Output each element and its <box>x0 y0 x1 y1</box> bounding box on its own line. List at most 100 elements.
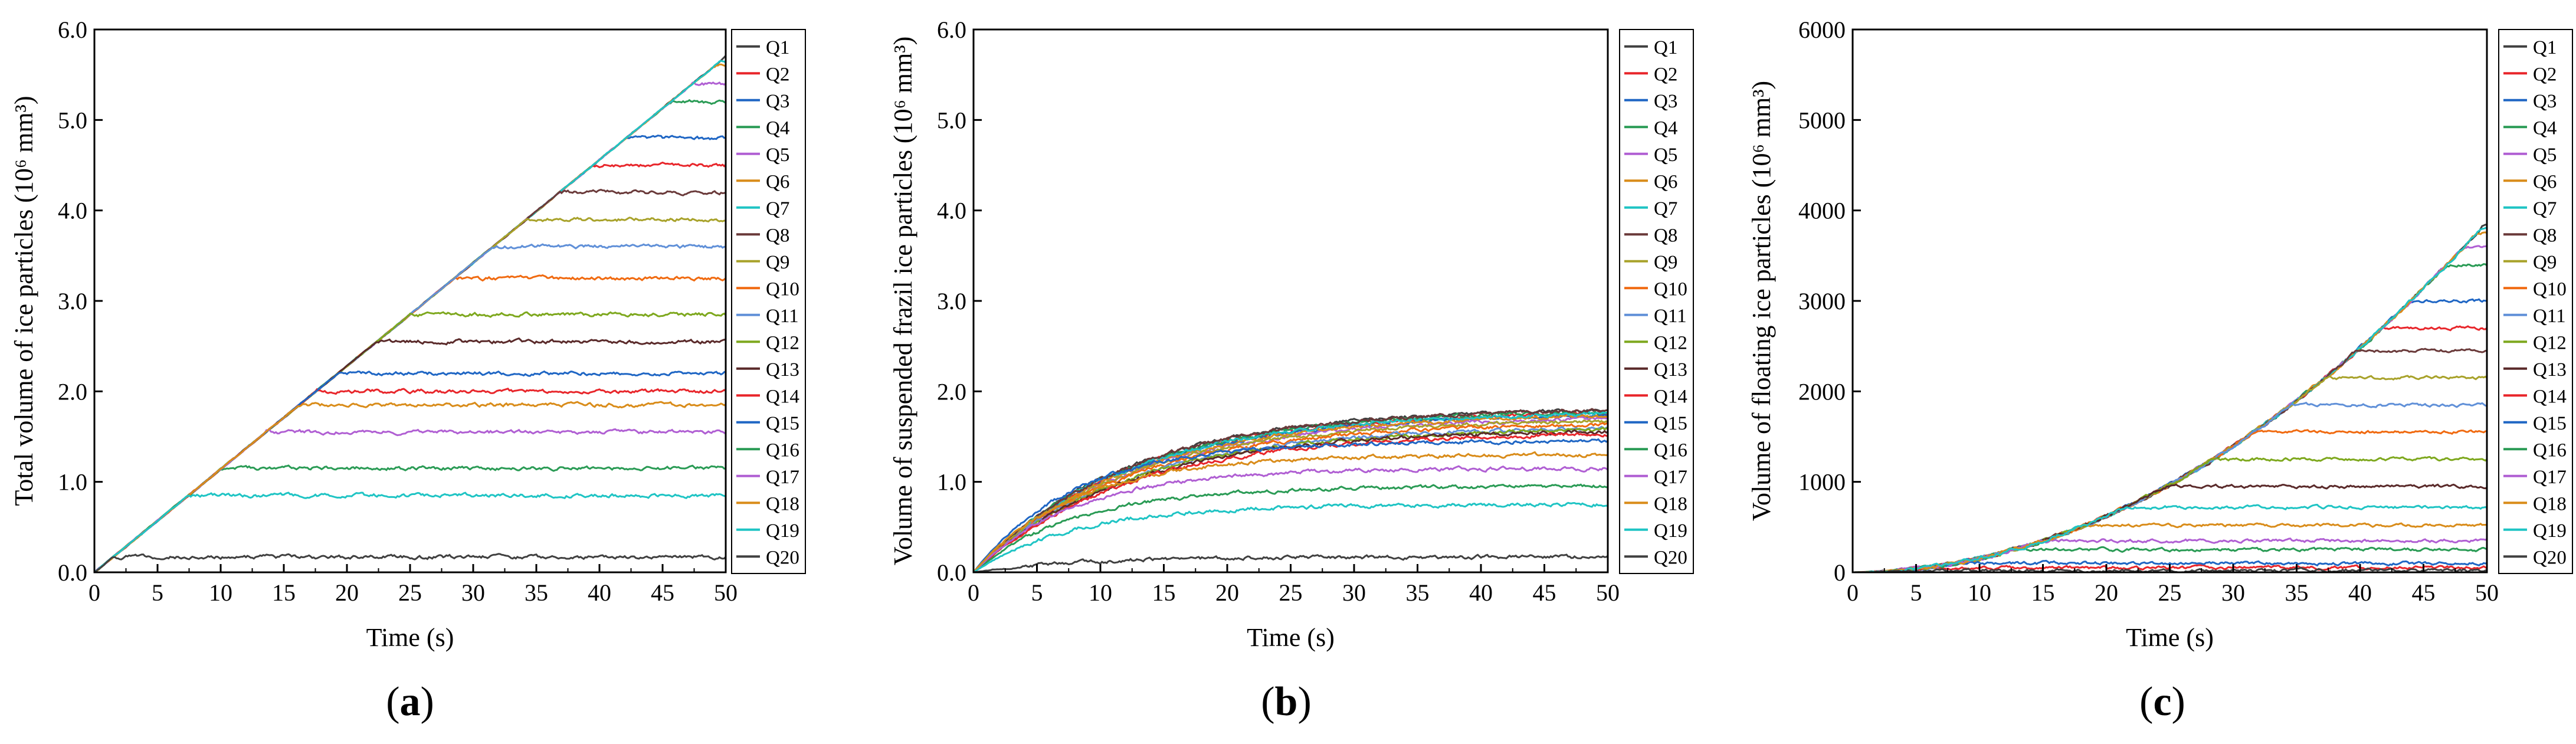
y-axis-label: Volume of suspended frazil ice particles… <box>889 37 917 565</box>
legend-label-Q11: Q11 <box>1654 306 1687 327</box>
legend-label-Q20: Q20 <box>1654 547 1687 568</box>
series-line-Q4 <box>94 99 726 573</box>
legend-label-Q18: Q18 <box>1654 493 1687 514</box>
legend-label-Q13: Q13 <box>2533 359 2567 381</box>
legend-label-Q19: Q19 <box>766 520 799 542</box>
series-line-Q6 <box>972 414 1608 573</box>
x-tick-label: 5 <box>1031 579 1043 606</box>
x-tick-label: 25 <box>2158 579 2182 606</box>
legend: Q1 Q2 Q3 Q4 Q5 Q6 Q7 Q8 Q9 Q10 Q11 Q12 Q13 Q14 Q15 Q16 Q… <box>1619 29 1694 574</box>
series-line-Q11 <box>93 243 726 573</box>
x-tick-label: 10 <box>209 579 232 606</box>
series-line-Q3 <box>93 135 726 573</box>
x-tick-label: 20 <box>1215 579 1239 606</box>
panel-a: 0 5 10 15 20 25 30 35 40 45 50 0.0 1.0 2.0 3.0 4.0 5.0 6.… <box>9 17 806 652</box>
x-tick-label: 5 <box>152 579 163 606</box>
y-tick-label: 0 <box>1834 559 1846 586</box>
legend-label-Q9: Q9 <box>1654 252 1677 273</box>
x-tick-label: 50 <box>1596 579 1620 606</box>
x-tick-label: 30 <box>461 579 485 606</box>
legend-label-Q5: Q5 <box>1654 145 1677 166</box>
legend-label-Q2: Q2 <box>2533 64 2557 85</box>
series-line-Q12 <box>1853 455 2487 573</box>
legend-label-Q15: Q15 <box>766 413 799 434</box>
series-line-Q8 <box>1853 348 2487 573</box>
x-axis-label: Time (s) <box>366 623 454 652</box>
legend-label-Q18: Q18 <box>766 493 799 514</box>
x-tick-label: 5 <box>1910 579 1922 606</box>
plot-frame <box>1851 28 2488 573</box>
legend-label-Q4: Q4 <box>2533 117 2557 139</box>
x-tick-label: 10 <box>1089 579 1112 606</box>
legend-label-Q6: Q6 <box>1654 171 1677 192</box>
legend-label-Q6: Q6 <box>2533 171 2557 192</box>
legend-label-Q11: Q11 <box>766 306 799 327</box>
x-axis-label: Time (s) <box>1247 623 1335 652</box>
x-tick-label: 45 <box>1533 579 1556 606</box>
x-tick-label: 30 <box>1342 579 1366 606</box>
y-tick-label: 5.0 <box>58 107 87 133</box>
legend-label-Q15: Q15 <box>2533 413 2567 434</box>
legend-label-Q14: Q14 <box>2533 386 2567 407</box>
legend-label-Q4: Q4 <box>766 117 789 139</box>
plot-frame <box>972 28 1609 573</box>
series-line-Q20 <box>94 553 727 573</box>
y-axis-label: Volume of floating ice particles (10⁶ mm… <box>1747 81 1776 521</box>
legend-label-Q17: Q17 <box>2533 467 2567 488</box>
plot-frame <box>93 28 727 573</box>
x-tick-label: 15 <box>2031 579 2055 606</box>
legend-label-Q2: Q2 <box>1654 64 1677 85</box>
legend-label-Q12: Q12 <box>2533 332 2567 353</box>
legend-label-Q12: Q12 <box>1654 332 1687 353</box>
legend-label-Q7: Q7 <box>766 198 789 219</box>
x-tick-label: 20 <box>2095 579 2118 606</box>
legend-label-Q16: Q16 <box>2533 440 2567 461</box>
series-line-Q14 <box>972 431 1608 573</box>
x-tick-label: 10 <box>1968 579 1991 606</box>
legend: Q1 Q2 Q3 Q4 Q5 Q6 Q7 Q8 Q9 Q10 Q11 Q12 Q13 Q14 Q15 Q16 Q… <box>2498 29 2573 574</box>
series-line-Q2 <box>1853 325 2487 573</box>
y-tick-label: 1000 <box>1798 469 1846 496</box>
x-tick-label: 45 <box>2412 579 2436 606</box>
series-line-Q8 <box>972 408 1608 573</box>
x-tick-label: 0 <box>89 579 100 606</box>
legend-box <box>2498 29 2573 574</box>
panel-c: 0 5 10 15 20 25 30 35 40 45 50 0 1000 2000 3000 4000 500… <box>1747 17 2573 652</box>
y-tick-label: 4000 <box>1798 198 1846 224</box>
x-tick-label: 50 <box>714 579 738 606</box>
y-tick-label: 6.0 <box>58 17 87 43</box>
legend-label-Q17: Q17 <box>1654 467 1687 488</box>
legend-label-Q7: Q7 <box>2533 198 2557 219</box>
legend-label-Q16: Q16 <box>1654 440 1687 461</box>
x-tick-label: 50 <box>2475 579 2499 606</box>
series-line-Q18 <box>972 451 1608 573</box>
y-tick-label: 3.0 <box>58 288 87 314</box>
legend-label-Q11: Q11 <box>2533 306 2566 327</box>
x-tick-label: 20 <box>335 579 359 606</box>
legend-box <box>1619 29 1694 574</box>
x-tick-label: 45 <box>651 579 674 606</box>
y-tick-label: 3.0 <box>937 288 966 314</box>
x-tick-label: 15 <box>1152 579 1176 606</box>
x-tick-label: 40 <box>2348 579 2372 606</box>
legend-label-Q10: Q10 <box>766 278 799 300</box>
legend-label-Q9: Q9 <box>2533 252 2557 273</box>
legend-label-Q5: Q5 <box>2533 145 2557 166</box>
series-line-Q12 <box>94 311 727 573</box>
legend-label-Q17: Q17 <box>766 467 799 488</box>
series-line-Q7 <box>1853 226 2487 573</box>
y-tick-label: 6.0 <box>937 17 966 43</box>
series-line-Q19 <box>1853 503 2487 573</box>
legend-label-Q7: Q7 <box>1654 198 1677 219</box>
x-tick-label: 40 <box>1469 579 1493 606</box>
series-line-Q11 <box>1853 401 2487 573</box>
y-tick-label: 1.0 <box>937 469 966 496</box>
legend-label-Q10: Q10 <box>1654 278 1687 300</box>
series-line-Q17 <box>972 465 1608 573</box>
legend-label-Q1: Q1 <box>2533 37 2557 58</box>
series-line-Q20 <box>973 553 1608 573</box>
legend-label-Q3: Q3 <box>766 91 789 112</box>
legend-label-Q2: Q2 <box>766 64 789 85</box>
caption-a: (a) <box>386 679 434 725</box>
